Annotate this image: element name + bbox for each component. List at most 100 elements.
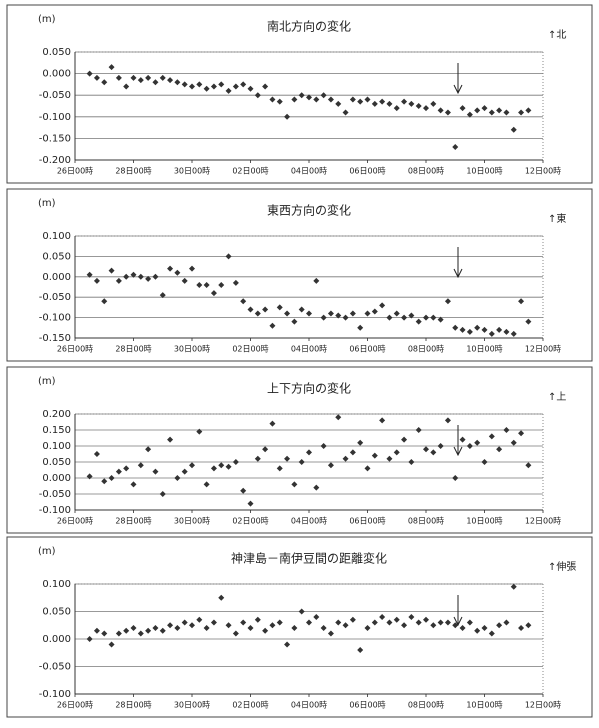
data-point [298,459,305,465]
data-point [466,443,473,449]
panel-border [6,188,593,362]
y-tick-label: 0.000 [42,473,71,484]
data-point [518,625,525,631]
data-point [298,306,305,313]
data-point [379,98,386,105]
y-tick-label: 0.000 [42,634,71,645]
x-tick-label: 04日00時 [291,517,327,526]
data-point [123,273,130,280]
data-point [189,265,195,272]
data-point [86,473,93,480]
data-point [210,83,217,90]
data-point [393,616,400,623]
direction-annotation: ↑伸張 [548,561,576,573]
data-point [306,310,312,317]
data-point [115,468,122,475]
data-point [474,627,481,634]
data-point [503,427,510,433]
data-point [444,417,451,424]
data-point [379,302,386,309]
data-point [379,614,386,620]
data-point [386,619,393,626]
y-tick-label: 0.050 [42,457,71,468]
direction-annotation: ↑上 [548,391,566,403]
data-point [262,306,269,313]
data-point [101,478,108,485]
data-point [510,126,517,133]
data-point [364,625,371,631]
x-tick-label: 02日00時 [232,167,268,176]
data-point [276,619,283,626]
y-tick-label: 0.050 [42,607,71,618]
data-point [276,465,283,472]
data-point [335,312,342,319]
data-point [488,330,495,337]
x-tick-label: 28日00時 [115,167,151,176]
y-tick-label: -0.200 [39,155,71,166]
data-point [327,96,334,103]
data-point [247,306,254,313]
data-point [415,427,422,433]
data-point [481,459,488,465]
x-tick-label: 06日00時 [349,517,385,526]
data-point [437,443,444,449]
data-point [423,314,429,321]
data-point [269,96,276,103]
data-point [86,271,93,278]
data-point [210,465,217,472]
x-tick-label: 10日00時 [466,701,502,710]
panel-border [6,536,593,718]
x-tick-label: 08日00時 [408,701,444,710]
data-point [247,85,254,92]
chart-title: 南北方向の変化 [267,19,351,34]
data-point [262,627,269,634]
data-point [152,468,159,475]
data-point [130,625,137,631]
data-point [393,105,400,112]
data-point [225,622,232,629]
data-point [444,619,451,626]
data-point [313,277,320,284]
data-point [474,324,481,331]
data-point [181,81,188,88]
data-point [452,475,459,481]
x-tick-label: 10日00時 [466,517,502,526]
data-point [101,79,108,86]
data-point [108,64,115,71]
data-point [525,462,532,469]
data-point [108,641,115,648]
data-point [444,109,451,116]
data-point [459,105,466,112]
data-point [152,79,159,86]
data-point [167,436,174,443]
data-point [181,277,188,284]
data-point [349,310,356,317]
y-tick-label: -0.050 [39,90,71,101]
direction-annotation: ↑北 [548,29,566,41]
data-point [123,83,130,90]
x-tick-label: 02日00時 [232,345,268,354]
direction-annotation: ↑東 [548,212,566,225]
data-point [306,94,312,101]
data-point [342,622,349,629]
data-point [262,446,269,453]
data-point [291,625,298,631]
data-point [240,487,247,494]
data-point [218,81,225,88]
panel-border [6,4,593,184]
data-point [408,100,415,107]
data-point [174,625,181,631]
data-point [327,630,334,637]
x-tick-label: 04日00時 [291,701,327,710]
data-point [349,449,356,456]
data-point [181,619,188,626]
data-point [284,641,291,648]
data-point [225,463,232,470]
data-point [342,314,349,321]
data-point [203,481,210,488]
data-point [291,481,298,488]
data-point [423,105,429,112]
data-point [247,625,254,631]
data-point [386,100,393,107]
